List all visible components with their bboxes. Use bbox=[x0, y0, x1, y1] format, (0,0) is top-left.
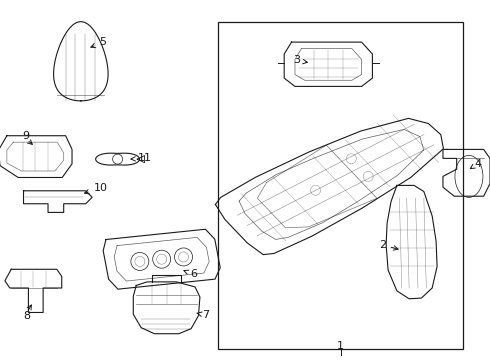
Text: 6: 6 bbox=[184, 269, 197, 279]
Text: 2: 2 bbox=[379, 240, 398, 250]
Text: 10: 10 bbox=[84, 183, 107, 194]
Text: 11: 11 bbox=[131, 153, 151, 163]
Text: 8: 8 bbox=[24, 311, 30, 321]
Bar bbox=[218, 22, 463, 349]
Text: 9: 9 bbox=[22, 131, 29, 141]
Text: 4: 4 bbox=[470, 159, 481, 169]
Text: 3: 3 bbox=[293, 55, 307, 66]
Text: 5: 5 bbox=[91, 37, 106, 48]
Text: 1: 1 bbox=[337, 341, 344, 351]
Text: 7: 7 bbox=[196, 310, 209, 320]
